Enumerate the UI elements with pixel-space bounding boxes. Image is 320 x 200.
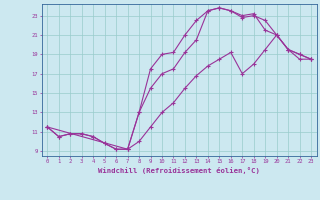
X-axis label: Windchill (Refroidissement éolien,°C): Windchill (Refroidissement éolien,°C) xyxy=(98,167,260,174)
